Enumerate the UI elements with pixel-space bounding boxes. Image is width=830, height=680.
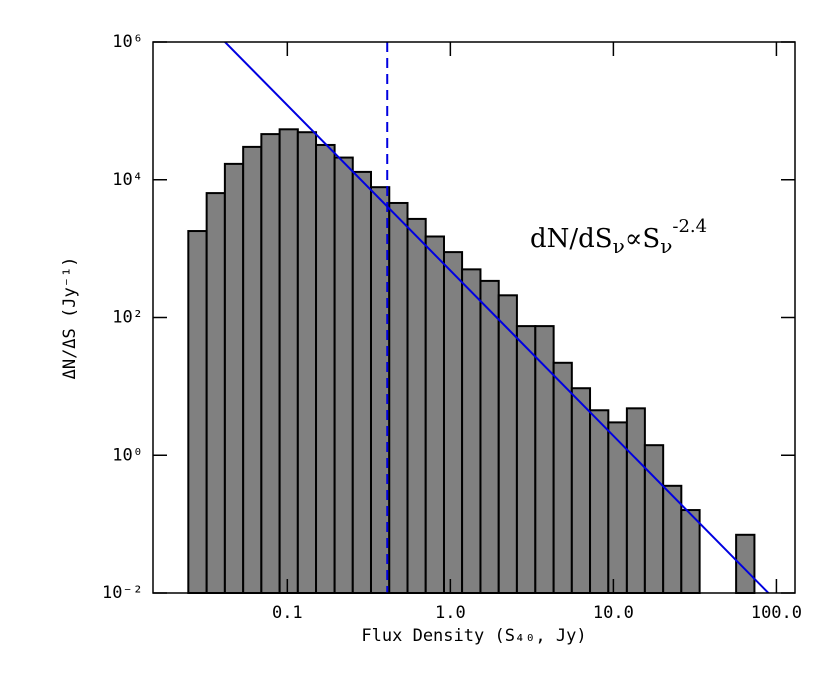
x-tick-label: 1.0 (435, 603, 466, 623)
bar (497, 294, 518, 594)
bar (260, 133, 281, 594)
x-tick-label: 0.1 (272, 603, 303, 623)
y-axis-label: ΔN/ΔS (Jy⁻¹) (60, 257, 80, 380)
bar (315, 143, 336, 594)
annotation-exponent: -2.4 (672, 216, 707, 237)
power-law-fit (223, 42, 770, 593)
annotation-sub: ν (613, 234, 625, 258)
bar (461, 268, 482, 594)
x-tick-label: 10.0 (593, 603, 634, 623)
bar (351, 170, 372, 594)
bar (278, 128, 299, 595)
y-tick-label: 10⁶ (112, 32, 143, 52)
bar (625, 407, 646, 594)
bar (242, 145, 263, 594)
bar (223, 162, 245, 594)
bar (388, 201, 409, 594)
bar (570, 387, 592, 595)
x-tick-label: 100.0 (751, 603, 802, 623)
bar (187, 230, 208, 594)
bar (479, 279, 500, 594)
bar (333, 156, 354, 594)
bar (589, 409, 610, 594)
bar (515, 325, 537, 594)
y-tick-label: 10⁰ (112, 445, 143, 465)
x-axis-label: Flux Density (S₄₀, Jy) (361, 626, 586, 646)
bar (442, 251, 464, 595)
bar (680, 509, 701, 594)
y-tick-label: 10⁴ (112, 170, 143, 190)
y-tick-label: 10² (112, 308, 143, 328)
annotation-sub: ν (660, 234, 672, 258)
annotation-mid: ∝S (625, 224, 660, 254)
annotation-text: dN/dS (530, 224, 613, 254)
bar (205, 192, 226, 594)
bar (369, 186, 391, 595)
axes: 10⁻² 10⁰ 10² 10⁴ 10⁶ 0.1 1.0 10.0 100.0 (102, 32, 802, 623)
bar (643, 444, 665, 594)
bar (406, 217, 427, 594)
annotation: dN/dSν∝Sν-2.4 (530, 216, 707, 258)
bar (424, 235, 445, 595)
overlay-lines (223, 42, 770, 593)
bar (552, 361, 573, 595)
bar (296, 131, 318, 594)
bars (187, 128, 756, 595)
y-tick-label: 10⁻² (102, 583, 143, 603)
